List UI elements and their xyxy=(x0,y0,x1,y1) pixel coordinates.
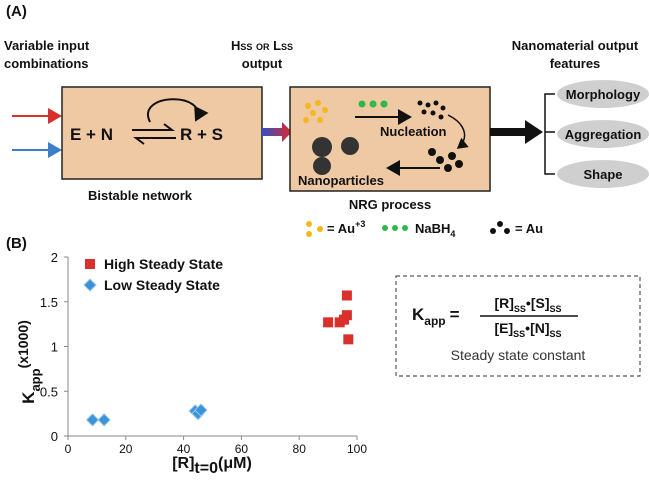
legend-label: Low Steady State xyxy=(104,277,220,293)
k: K xyxy=(412,305,425,324)
k-sub: app xyxy=(424,314,445,328)
formula-lhs: Kapp = xyxy=(412,305,460,328)
panel-label: (A) xyxy=(6,3,27,20)
y-tick-label: 1.5 xyxy=(40,295,58,310)
x-tick-label: 40 xyxy=(177,442,191,456)
data-point xyxy=(98,414,110,426)
output-label: output xyxy=(242,56,283,71)
formula-num: [R]SS•[S]SS xyxy=(494,295,561,314)
nabh4-dots xyxy=(359,101,388,108)
legend-marker xyxy=(84,279,96,291)
formula-caption: Steady state constant xyxy=(451,347,586,363)
reagent-label: NaBH4 xyxy=(415,221,455,239)
equals: = xyxy=(450,305,460,324)
reagent-label: = Au xyxy=(515,221,543,236)
f: SS xyxy=(550,329,562,339)
panel-label: (B) xyxy=(6,235,27,252)
input-label: Variable input xyxy=(4,38,90,53)
figure: (A) Variable input combinations E + N R … xyxy=(0,0,650,481)
nucleation-label: Nucleation xyxy=(380,124,447,139)
process-caption: NRG process xyxy=(349,197,431,212)
x-tick-label: 80 xyxy=(293,442,307,456)
x-tick-label: 60 xyxy=(235,442,249,456)
reagent-text: = Au xyxy=(327,221,355,236)
feature-arrow xyxy=(490,120,543,144)
y-tick-label: 1 xyxy=(51,340,58,355)
x-axis-label: [R]t=0(μM) xyxy=(172,455,252,477)
reagent-sup: +3 xyxy=(355,219,365,229)
y-axis-label: Kapp(x1000) xyxy=(15,320,43,404)
f: SS xyxy=(514,304,526,314)
x-tick-label: 20 xyxy=(119,442,133,456)
y-label-main: K xyxy=(19,391,38,404)
y-tick-label: 0 xyxy=(51,429,58,444)
output-arrow xyxy=(262,122,292,142)
formula-den: [E]SS•[N]SS xyxy=(494,320,561,339)
f: [N] xyxy=(530,320,549,336)
nanoparticles-label: Nanoparticles xyxy=(298,173,384,188)
feature-label: Aggregation xyxy=(565,127,642,142)
reagent-sub: 4 xyxy=(450,229,455,239)
features-label: Nanomaterial output xyxy=(512,38,639,53)
f: SS xyxy=(550,304,562,314)
legend-dots xyxy=(382,225,408,231)
data-point xyxy=(342,310,352,320)
x-label-sub: t=0 xyxy=(194,460,218,477)
data-point xyxy=(343,334,353,344)
feature-label: Morphology xyxy=(566,87,641,102)
reagent-label: = Au+3 xyxy=(327,219,365,236)
x-label-main: [R] xyxy=(172,455,194,472)
f: SS xyxy=(513,329,525,339)
network-left: E + N xyxy=(70,125,113,144)
data-point xyxy=(342,290,352,300)
reagent-text: NaBH xyxy=(415,221,450,236)
legend-marker xyxy=(85,259,95,269)
y-tick-label: 0.5 xyxy=(40,384,58,399)
network-right: R + S xyxy=(180,125,223,144)
y-tick-label: 2 xyxy=(51,250,58,265)
data-point xyxy=(87,414,99,426)
output-label: Hss or Lss xyxy=(231,38,293,53)
f: [S] xyxy=(531,295,550,311)
x-label-unit: (μM) xyxy=(218,455,252,472)
legend-dots xyxy=(490,221,510,234)
legend-label: High Steady State xyxy=(104,256,223,272)
y-label-unit: (x1000) xyxy=(15,320,31,368)
feature-label: Shape xyxy=(583,167,622,182)
f: [R] xyxy=(494,295,513,311)
data-point xyxy=(323,317,333,327)
features-label: features xyxy=(550,56,601,71)
f: [E] xyxy=(494,320,513,336)
x-tick-label: 100 xyxy=(347,442,367,456)
network-caption: Bistable network xyxy=(88,188,193,203)
input-label: combinations xyxy=(4,56,89,71)
legend-dots xyxy=(306,221,323,237)
x-tick-label: 0 xyxy=(65,442,72,456)
feature-bracket xyxy=(545,94,555,174)
